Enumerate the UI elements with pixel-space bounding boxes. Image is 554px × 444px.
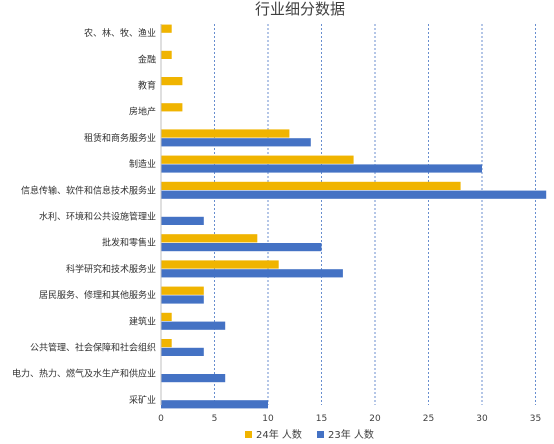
category-label: 科学研究和技术服务业 (66, 263, 156, 275)
category-label: 租赁和商务服务业 (84, 132, 156, 144)
category-label: 教育 (138, 80, 156, 92)
bar-23 (161, 138, 311, 147)
bar-23 (161, 321, 226, 330)
bar-23 (161, 400, 268, 409)
bar-23 (161, 190, 547, 199)
grid-layer (214, 24, 536, 405)
category-label: 金融 (138, 53, 156, 65)
category-labels: 农、林、牧、渔业金融教育房地产租赁和商务服务业制造业信息传输、软件和信息技术服务… (12, 27, 156, 406)
bar-layer (161, 24, 547, 409)
category-label: 居民服务、修理和其他服务业 (39, 289, 156, 301)
x-tick-label: 15 (316, 414, 327, 424)
x-tick-label: 10 (262, 414, 274, 424)
bar-23 (161, 295, 204, 304)
legend-swatch-23 (317, 431, 324, 438)
bar-23 (161, 243, 322, 252)
bar-24 (161, 260, 279, 269)
x-tick-label: 35 (530, 414, 541, 424)
bar-24 (161, 234, 258, 243)
bar-24 (161, 339, 172, 348)
legend-label-23: 23年 人数 (328, 428, 374, 441)
category-label: 电力、热力、燃气及水生产和供应业 (12, 368, 156, 380)
x-tick-label: 25 (423, 414, 434, 424)
category-label: 制造业 (129, 158, 156, 170)
bar-24 (161, 50, 172, 59)
legend-swatch-24 (245, 431, 252, 438)
bar-23 (161, 374, 226, 383)
x-tick-labels: 0 5 10 15 20 25 30 35 (158, 414, 541, 424)
legend-label-24: 24年 人数 (256, 428, 302, 441)
bar-23 (161, 164, 482, 173)
chart-title: 行业细分数据 (255, 0, 345, 18)
bar-24 (161, 103, 183, 112)
category-label: 采矿业 (129, 394, 156, 406)
x-tick-label: 5 (212, 414, 218, 424)
x-tick-label: 0 (158, 414, 164, 424)
bar-23 (161, 216, 204, 225)
bar-24 (161, 24, 172, 33)
bar-24 (161, 286, 204, 295)
category-label: 批发和零售业 (102, 237, 156, 249)
bar-24 (161, 312, 172, 321)
category-label: 水利、环境和公共设施管理业 (39, 211, 156, 223)
bar-24 (161, 77, 183, 86)
x-tick-label: 20 (369, 414, 381, 424)
x-tick-label: 30 (476, 414, 488, 424)
legend: 24年 人数 23年 人数 (245, 428, 374, 441)
category-label: 农、林、牧、渔业 (84, 27, 156, 39)
bar-24 (161, 181, 461, 190)
category-label: 信息传输、软件和信息技术服务业 (21, 184, 156, 196)
bar-23 (161, 347, 204, 356)
category-label: 房地产 (129, 106, 156, 118)
bar-24 (161, 129, 290, 138)
category-label: 公共管理、社会保障和社会组织 (30, 342, 156, 354)
bar-23 (161, 269, 343, 278)
bar-24 (161, 155, 354, 164)
category-label: 建筑业 (129, 315, 156, 327)
